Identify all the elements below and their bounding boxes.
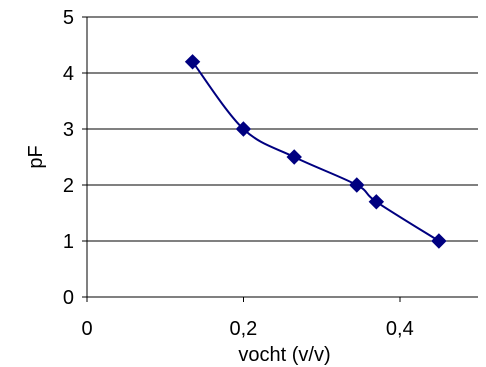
y-axis-title: pF (25, 145, 47, 168)
data-point-0-4 (368, 194, 385, 210)
series-line-0 (191, 61, 440, 242)
axis-layer (82, 16, 478, 302)
y-tick-label-0: 0 (63, 287, 74, 309)
y-tick-label-2: 2 (63, 175, 74, 197)
data-point-0-2 (286, 149, 302, 165)
grid-layer (87, 16, 478, 242)
y-tick-label-1: 1 (63, 231, 74, 253)
x-tick-label-1: 0,2 (229, 318, 257, 340)
data-point-0-0 (184, 54, 201, 70)
data-point-0-1 (235, 121, 252, 137)
y-tick-label-3: 3 (63, 119, 74, 141)
x-tick-label-2: 0,4 (386, 318, 414, 340)
x-tick-label-0: 0 (81, 318, 92, 340)
data-point-0-5 (431, 233, 447, 249)
y-tick-label-5: 5 (63, 7, 74, 29)
label-layer: vocht (v/v) pF 0 1 2 3 4 5 0 0,2 0,4 (25, 7, 414, 366)
y-tick-label-4: 4 (63, 63, 74, 85)
x-axis-title: vocht (v/v) (238, 344, 330, 366)
data-point-0-3 (349, 177, 365, 193)
series-layer (184, 54, 447, 249)
